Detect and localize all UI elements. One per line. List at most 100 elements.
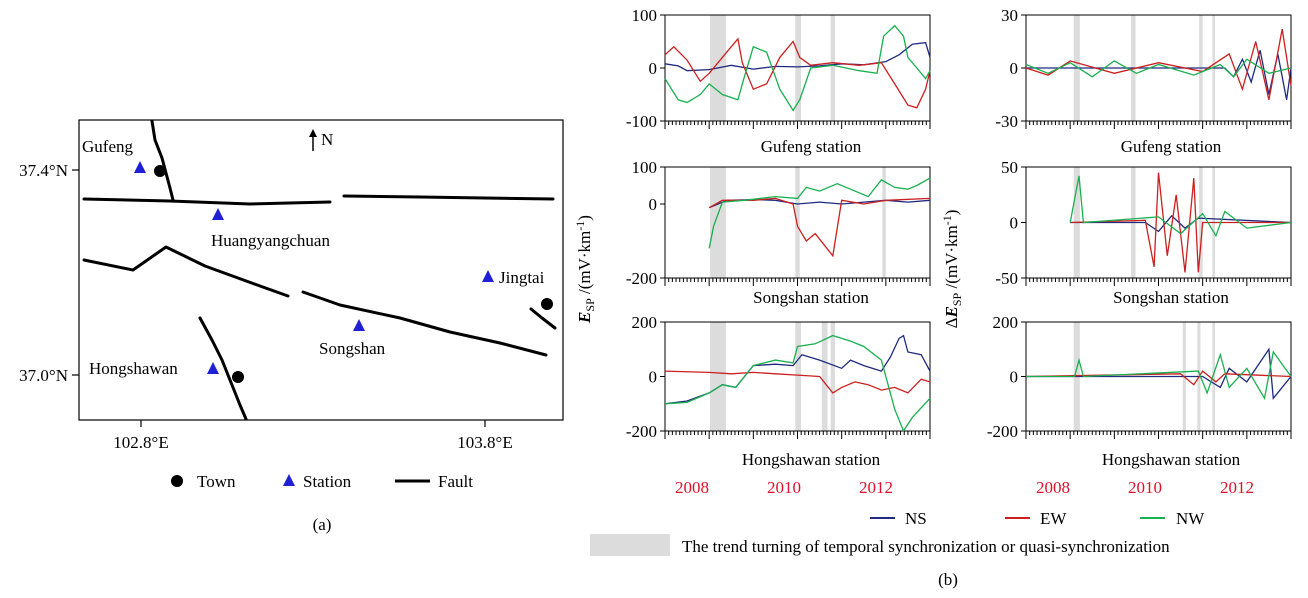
trend-band (821, 322, 828, 431)
fault-line (82, 245, 290, 298)
trend-band (795, 15, 802, 121)
town-marker (154, 165, 166, 177)
year-label: 2010 (767, 478, 801, 497)
chart: -200 0 200 (987, 313, 1292, 441)
year-label: 2012 (1220, 478, 1254, 497)
chart: -50 0 50 (995, 158, 1292, 288)
station-title: Gufeng station (761, 137, 862, 156)
place-label: Huangyangchuan (211, 231, 330, 250)
y-tick-label: 0 (1010, 59, 1019, 78)
place-label: Songshan (319, 339, 386, 358)
y-tick-label: -50 (995, 269, 1018, 288)
y-tick-label: -200 (626, 422, 657, 441)
legend-town-icon (171, 475, 183, 487)
station-marker (353, 319, 365, 331)
lat-label: 37.4°N (19, 161, 68, 180)
year-labels: 2008 2010 2012 2008 2010 2012 (675, 478, 1254, 497)
band-legend-swatch (590, 534, 670, 556)
caption-a: (a) (313, 515, 332, 534)
series-line-nw (708, 177, 931, 249)
series-line-nw (1069, 175, 1292, 238)
ylabel-right: ΔESP /(mV·km-1) (940, 210, 964, 329)
y-tick-label: 0 (649, 368, 658, 387)
y-tick-label: 50 (1001, 158, 1018, 177)
town-marker (232, 371, 244, 383)
y-tick-label: 0 (649, 195, 658, 214)
station-title: Songshan station (1113, 288, 1229, 307)
lat-label: 37.0°N (19, 366, 68, 385)
legend-station-icon (283, 474, 295, 486)
y-tick-label: 100 (632, 6, 658, 25)
fault-line (301, 290, 548, 357)
series-line-ew (1025, 28, 1292, 100)
charts: -1000100-30030-2000100-50050-2000200-200… (626, 6, 1292, 441)
trend-band (710, 167, 726, 278)
y-tick-label: 0 (1010, 214, 1019, 233)
legend-ew-label: EW (1040, 509, 1067, 528)
ylabel-left: ESP /(mV·km-1) (573, 215, 597, 324)
station-title: Hongshawan station (1102, 450, 1241, 469)
series-line-ns (1026, 347, 1292, 400)
town-marker (541, 298, 553, 310)
station-title: Hongshawan station (742, 450, 881, 469)
y-tick-label: 200 (632, 313, 658, 332)
trend-band (795, 167, 800, 278)
series-line-nw (1026, 350, 1292, 401)
trend-band (795, 322, 802, 431)
fault-line (150, 119, 175, 202)
towns (154, 165, 553, 383)
year-label: 2012 (859, 478, 893, 497)
series-line-nw (1025, 58, 1292, 78)
legend-town-label: Town (197, 472, 236, 491)
trend-band (1212, 322, 1216, 431)
y-tick-label: -30 (995, 112, 1018, 131)
lon-label: 102.8°E (113, 433, 168, 452)
year-label: 2008 (1036, 478, 1070, 497)
year-label: 2010 (1128, 478, 1162, 497)
north-arrow-icon (309, 129, 317, 137)
chart: -30 0 30 (995, 6, 1292, 131)
y-tick-label: -200 (987, 422, 1018, 441)
chart: -100 0 100 (626, 6, 931, 131)
fault-line (529, 307, 557, 330)
y-tick-label: 30 (1001, 6, 1018, 25)
series-line-ew (1025, 370, 1292, 386)
y-tick-label: 0 (1010, 368, 1019, 387)
y-tick-label: -200 (626, 269, 657, 288)
fault-line (198, 316, 248, 421)
series-line-nw (664, 334, 931, 433)
fault-line (342, 194, 555, 201)
map-panel: 37.4°N 37.0°N 102.8°E 103.8°E N (19, 119, 564, 534)
band-legend-label: The trend turning of temporal synchroniz… (682, 537, 1170, 556)
caption-b: (b) (938, 570, 958, 589)
chart: -200 0 100 (626, 158, 931, 288)
station-title: Songshan station (753, 288, 869, 307)
station-marker (212, 208, 224, 220)
y-tick-label: 200 (993, 313, 1019, 332)
trend-band (1199, 167, 1203, 278)
year-label: 2008 (675, 478, 709, 497)
station-title: Gufeng station (1121, 137, 1222, 156)
stations (134, 161, 494, 374)
series-line-ew (708, 197, 931, 258)
north-label: N (321, 130, 333, 149)
lon-label: 103.8°E (457, 433, 512, 452)
series-line-ew (1070, 172, 1291, 273)
trend-band (830, 322, 836, 431)
y-tick-label: 0 (649, 59, 658, 78)
faults (82, 119, 557, 421)
place-label: Hongshawan (89, 359, 178, 378)
series-line-nw (664, 24, 931, 112)
legend-ns-label: NS (905, 509, 927, 528)
legend-nw-label: NW (1176, 509, 1205, 528)
station-marker (134, 161, 146, 173)
trend-band (830, 15, 836, 121)
y-tick-label: -100 (626, 112, 657, 131)
series-line-ew (664, 370, 931, 394)
station-marker (482, 270, 494, 282)
trend-band (710, 322, 726, 431)
legend-fault-label: Fault (438, 472, 473, 491)
legend-station-label: Station (303, 472, 352, 491)
series-line-ew (664, 37, 931, 109)
